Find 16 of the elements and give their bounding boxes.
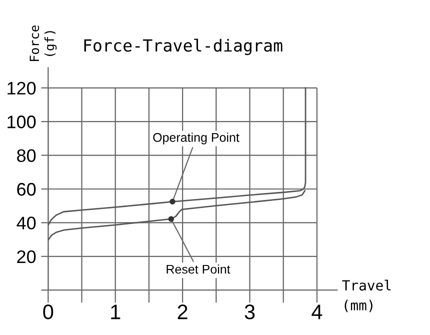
y-tick-label: 40 bbox=[16, 216, 36, 230]
chart-title: Force-Travel-diagram bbox=[84, 38, 282, 56]
y-tick-label: 100 bbox=[8, 116, 36, 128]
y-tick-label: 60 bbox=[17, 182, 36, 196]
y-tick-label: 20 bbox=[17, 250, 36, 264]
x-axis-title: Travel (mm) bbox=[342, 280, 391, 312]
y-axis-title: Force (gf) bbox=[30, 25, 57, 61]
annotation: Operating Point bbox=[153, 132, 240, 144]
x-tick-label: 2 bbox=[178, 304, 188, 320]
y-tick-label: 80 bbox=[17, 149, 36, 162]
x-tick-label: 4 bbox=[312, 304, 322, 320]
x-tick-label: 3 bbox=[244, 304, 255, 320]
x-tick-label: 1 bbox=[111, 304, 120, 320]
x-tick-label: 0 bbox=[43, 304, 54, 320]
y-tick-label: 120 bbox=[8, 82, 36, 95]
annotation: Reset Point bbox=[166, 264, 230, 274]
